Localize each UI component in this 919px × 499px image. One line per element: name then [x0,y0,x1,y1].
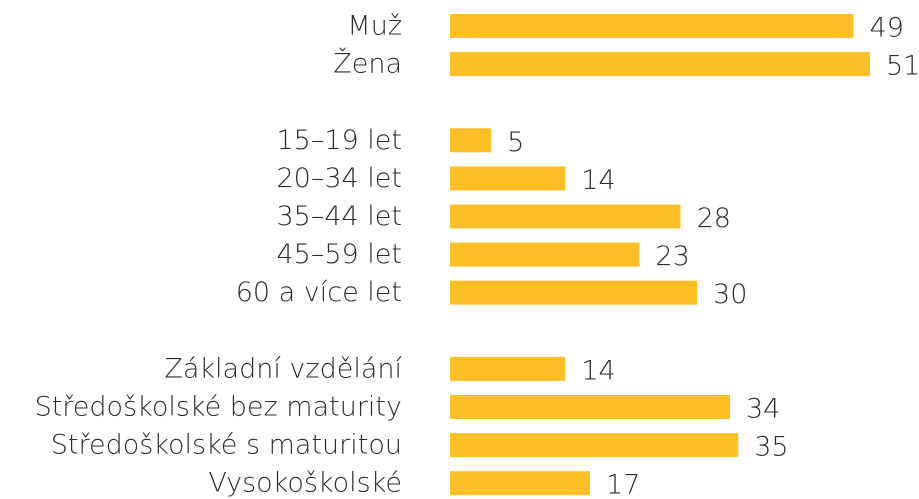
value-label: 17 [606,470,640,499]
bar [450,166,566,191]
bar [450,395,730,419]
value-label: 49 [870,13,904,44]
category-label: Muž [347,11,402,42]
bar [450,128,492,153]
value-label: 5 [507,127,524,158]
bar [450,433,739,458]
bar [450,14,854,38]
category-label: Vysokoškolské [208,468,402,499]
category-label: 20–34 let [277,163,403,194]
category-label: Žena [333,48,402,80]
category-label: Základní vzdělání [164,353,402,384]
category-label: 15–19 let [277,125,403,156]
category-label: 35–44 let [277,201,403,232]
bar [450,52,870,77]
value-label: 30 [713,279,747,310]
value-label: 51 [886,51,919,82]
bar [450,356,566,381]
bar [450,280,698,305]
category-label: Středoškolské bez maturity [35,392,402,423]
category-label: Středoškolské s maturitou [51,430,402,461]
value-label: 23 [655,241,689,272]
category-label: 45–59 let [277,239,403,270]
value-label: 35 [754,432,788,463]
bar [450,204,681,229]
bar [450,471,590,496]
category-label: 60 a více let [236,277,402,308]
value-label: 14 [581,165,615,196]
value-label: 14 [581,355,615,386]
value-label: 34 [746,394,780,425]
bar [450,242,640,267]
value-label: 28 [697,203,731,234]
